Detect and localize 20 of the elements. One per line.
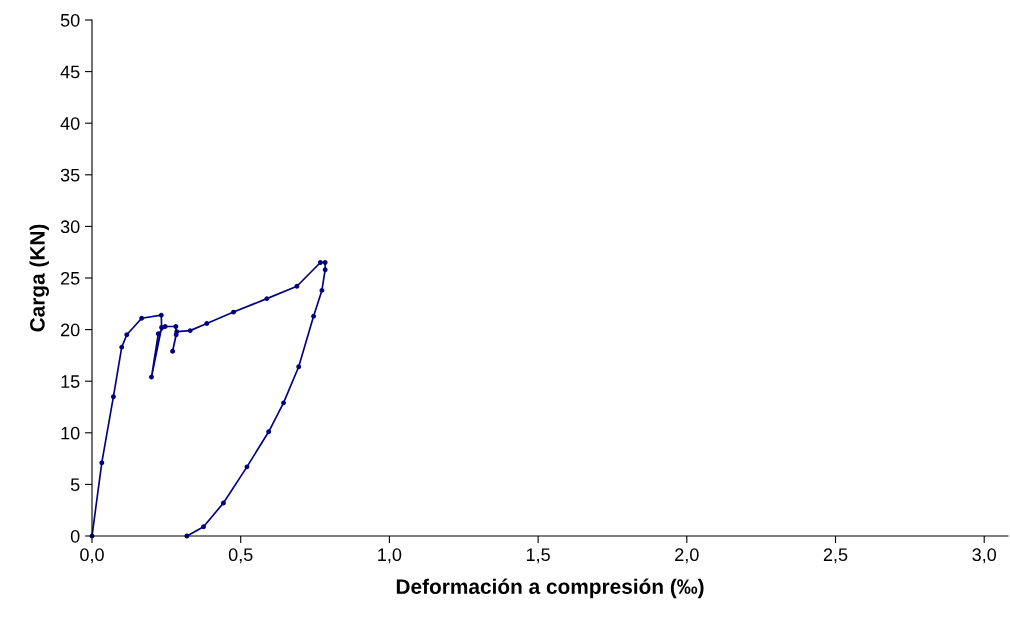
y-tick-label: 45 [60, 65, 80, 79]
y-tick-label: 40 [60, 117, 80, 130]
x-tick-label: 2,5 [823, 548, 848, 564]
x-tick-label: 2,0 [675, 548, 699, 564]
y-tick-label: 20 [61, 323, 80, 337]
y-tick-label: 30 [60, 220, 80, 234]
y-tick-label: 0 [70, 529, 80, 543]
y-tick-label: 5 [70, 478, 80, 492]
x-axis-title: Deformación a compresión (‰) [396, 578, 704, 599]
y-tick-label: 15 [61, 375, 80, 388]
x-tick-label: 1,5 [526, 548, 550, 564]
y-tick-label: 10 [61, 426, 80, 440]
x-tick-label: 3,0 [972, 548, 997, 564]
x-tick-label: 0,5 [228, 548, 253, 564]
y-tick-label: 25 [61, 271, 80, 285]
x-tick-label: 1,0 [378, 548, 402, 564]
y-tick-label: 50 [60, 13, 80, 27]
y-tick-label: 35 [60, 168, 80, 182]
y-axis-title: Carga (KN) [29, 224, 49, 332]
x-tick-label: 0,0 [80, 548, 104, 564]
